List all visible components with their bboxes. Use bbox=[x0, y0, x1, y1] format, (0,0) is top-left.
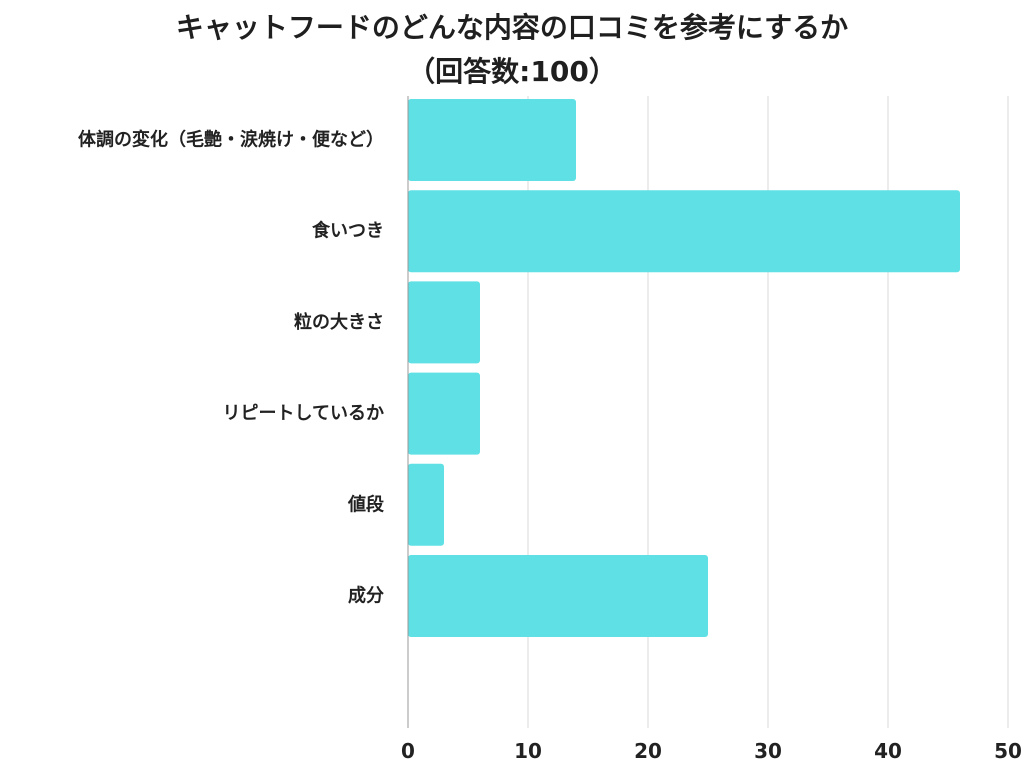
category-label: 成分 bbox=[348, 585, 384, 607]
bar bbox=[408, 463, 444, 546]
category-label: 体調の変化（毛艶・涙焼け・便など） bbox=[78, 129, 384, 151]
bar bbox=[408, 281, 480, 364]
bar bbox=[408, 190, 960, 273]
category-label: 値段 bbox=[347, 493, 385, 515]
category-label: 粒の大きさ bbox=[294, 311, 384, 333]
x-tick-label: 20 bbox=[634, 739, 662, 763]
x-tick-label: 40 bbox=[874, 739, 902, 763]
x-tick-label: 30 bbox=[754, 739, 782, 763]
chart-title: キャットフードのどんな内容の口コミを参考にするか （回答数:100） bbox=[0, 6, 1024, 94]
category-label: 食いつき bbox=[311, 220, 384, 242]
bar bbox=[408, 372, 480, 455]
chart-subtitle: （回答数:100） bbox=[407, 55, 617, 88]
category-label: リピートしているか bbox=[223, 403, 384, 424]
x-tick-label: 0 bbox=[401, 739, 415, 763]
bar bbox=[408, 555, 708, 637]
bar bbox=[408, 99, 576, 181]
chart-title-main: キャットフードのどんな内容の口コミを参考にするか bbox=[175, 11, 849, 44]
x-tick-label: 10 bbox=[514, 739, 542, 763]
x-tick-label: 50 bbox=[994, 739, 1022, 763]
